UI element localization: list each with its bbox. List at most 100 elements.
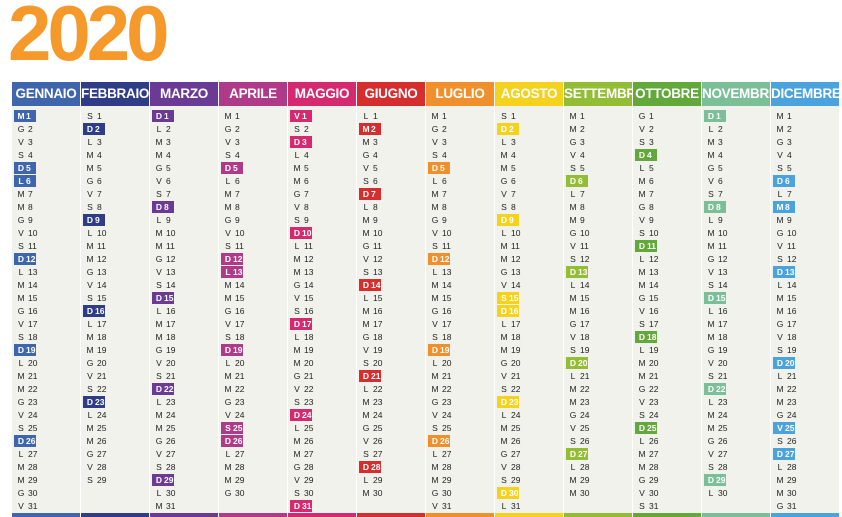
day-row: V 27: [150, 448, 218, 461]
weekday-letter: D: [707, 111, 715, 121]
weekday-letter: G: [362, 150, 370, 160]
weekday-letter: G: [569, 228, 577, 238]
day-number: 28: [511, 462, 521, 472]
day-number: 2: [442, 124, 447, 134]
holiday-highlight: [704, 292, 726, 304]
day-row: G 30: [12, 487, 80, 500]
weekday-letter: D: [776, 449, 784, 459]
day-list: M 1 M 2 G 3 V 4 S 5 D 6 L 7 M 8 M 9 G 10 V 11 S 12 D 13 L 14 M 15 M 16 G…: [564, 110, 632, 500]
day-number: 30: [373, 488, 383, 498]
weekday-letter: M: [638, 358, 646, 368]
weekday-letter: S: [225, 150, 231, 160]
day-number: 1: [716, 111, 721, 121]
day-row: S 20: [357, 357, 425, 370]
day-number: 2: [166, 124, 171, 134]
holiday-highlight: [83, 123, 105, 135]
weekday-letter: M: [17, 111, 25, 121]
day-row: D 21: [357, 370, 425, 383]
holiday-highlight: [221, 344, 243, 356]
holiday-highlight: [773, 201, 795, 213]
weekday-letter: M: [86, 150, 94, 160]
holiday-highlight: [290, 136, 312, 148]
weekday-letter: S: [708, 371, 714, 381]
weekday-letter: V: [777, 241, 783, 251]
weekday-letter: D: [362, 189, 370, 199]
weekday-letter: G: [293, 189, 301, 199]
weekday-letter: S: [363, 358, 369, 368]
holiday-highlight: [290, 409, 312, 421]
holiday-highlight: [704, 201, 726, 213]
day-row: M 15: [426, 292, 494, 305]
day-number: 6: [442, 176, 447, 186]
day-row: M 11: [150, 240, 218, 253]
weekday-letter: G: [224, 306, 232, 316]
day-number: 12: [718, 254, 728, 264]
weekday-letter: G: [638, 111, 646, 121]
month-header: APRILE: [219, 82, 287, 106]
day-number: 30: [166, 488, 176, 498]
weekday-letter: L: [87, 319, 93, 329]
weekday-letter: G: [776, 319, 784, 329]
day-row: S 14: [150, 279, 218, 292]
day-row: M 15: [564, 292, 632, 305]
weekday-letter: M: [293, 176, 301, 186]
day-list: M 1 M 2 G 3 V 4 S 5 D 6 L 7 M 8 M 9 G 10 V 11 S 12 D 13 L 14 M 15 M 16 G…: [771, 110, 839, 513]
day-number: 16: [509, 306, 519, 316]
day-row: L 10: [81, 227, 149, 240]
day-number: 2: [787, 124, 792, 134]
weekday-letter: D: [224, 254, 232, 264]
holiday-highlight: [152, 292, 174, 304]
day-number: 28: [371, 462, 381, 472]
day-row: M 15: [12, 292, 80, 305]
weekday-letter: V: [156, 176, 162, 186]
day-number: 8: [164, 202, 169, 212]
holiday-highlight: [221, 422, 243, 434]
day-row: M 19: [81, 344, 149, 357]
day-number: 23: [580, 397, 590, 407]
day-number: 22: [164, 384, 174, 394]
day-number: 23: [509, 397, 519, 407]
day-number: 18: [28, 332, 38, 342]
weekday-letter: M: [707, 319, 715, 329]
weekday-letter: M: [224, 202, 232, 212]
day-number: 6: [649, 176, 654, 186]
day-number: 13: [578, 267, 588, 277]
weekday-letter: V: [294, 475, 300, 485]
holiday-highlight: [566, 357, 588, 369]
weekday-letter: M: [500, 163, 508, 173]
day-number: 4: [97, 150, 102, 160]
day-number: 3: [28, 137, 33, 147]
weekday-letter: G: [86, 449, 94, 459]
day-row: V 18: [771, 331, 839, 344]
day-number: 21: [304, 371, 314, 381]
holiday-highlight: [152, 201, 174, 213]
weekday-letter: M: [224, 293, 232, 303]
day-row: L 28: [564, 461, 632, 474]
day-row: M 17: [150, 318, 218, 331]
holiday-highlight: [359, 370, 381, 382]
weekday-letter: G: [293, 371, 301, 381]
day-list: D 1 L 2 M 3 M 4 G 5 V 6 S 7 D 8 L 9 M 10 M 11 G 12 V 13 S 14 D 15 L 16 M…: [150, 110, 218, 513]
weekday-letter: G: [638, 202, 646, 212]
weekday-letter: D: [86, 306, 94, 316]
day-row: D 29: [702, 474, 770, 487]
weekday-letter: L: [639, 163, 645, 173]
weekday-letter: L: [156, 397, 162, 407]
weekday-letter: L: [294, 150, 300, 160]
weekday-letter: M: [569, 215, 577, 225]
weekday-letter: M: [776, 124, 784, 134]
day-number: 24: [442, 410, 452, 420]
